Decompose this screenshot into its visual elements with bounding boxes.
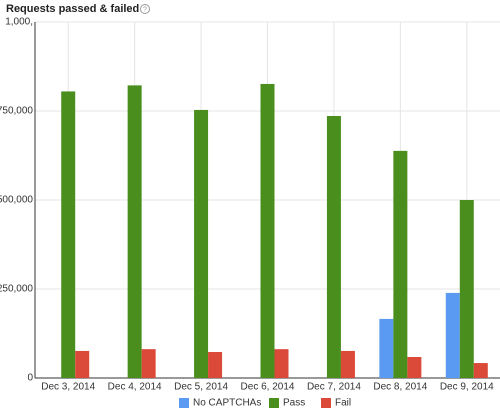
legend-swatch xyxy=(179,398,189,408)
x-tick-label: Dec 4, 2014 xyxy=(108,382,162,393)
bar xyxy=(208,352,223,378)
help-icon[interactable]: ? xyxy=(140,4,150,14)
bar xyxy=(75,350,90,378)
legend-label: Pass xyxy=(283,398,305,409)
legend-label: Fail xyxy=(335,398,351,409)
x-tick-label: Dec 6, 2014 xyxy=(241,382,295,393)
x-tick-label: Dec 9, 2014 xyxy=(440,382,494,393)
bar xyxy=(61,91,76,379)
legend-label: No CAPTCHAs xyxy=(193,398,261,409)
bar xyxy=(260,83,275,378)
bar xyxy=(141,349,156,378)
bar xyxy=(393,150,408,378)
bar xyxy=(340,350,355,378)
legend-swatch xyxy=(321,398,331,408)
bar xyxy=(274,349,289,378)
bar xyxy=(127,85,142,379)
x-tick-label: Dec 5, 2014 xyxy=(174,382,228,393)
bar xyxy=(459,200,474,378)
chart-title: Requests passed & failed xyxy=(6,3,139,15)
y-tick-label: 1,000, xyxy=(5,17,33,28)
svg-text:?: ? xyxy=(143,6,147,13)
bar xyxy=(473,363,488,378)
bar xyxy=(445,292,460,378)
y-tick-label: 0 xyxy=(27,373,33,384)
bar xyxy=(407,356,422,378)
x-tick-label: Dec 7, 2014 xyxy=(307,382,361,393)
y-tick-label: 250,000 xyxy=(0,284,33,295)
x-tick-label: Dec 8, 2014 xyxy=(373,382,427,393)
bar xyxy=(326,115,341,378)
y-tick-label: 500,000 xyxy=(0,195,33,206)
y-tick-label: 750,000 xyxy=(0,106,33,117)
x-tick-label: Dec 3, 2014 xyxy=(41,382,95,393)
bar xyxy=(379,318,394,378)
legend-swatch xyxy=(269,398,279,408)
bar xyxy=(194,109,209,378)
